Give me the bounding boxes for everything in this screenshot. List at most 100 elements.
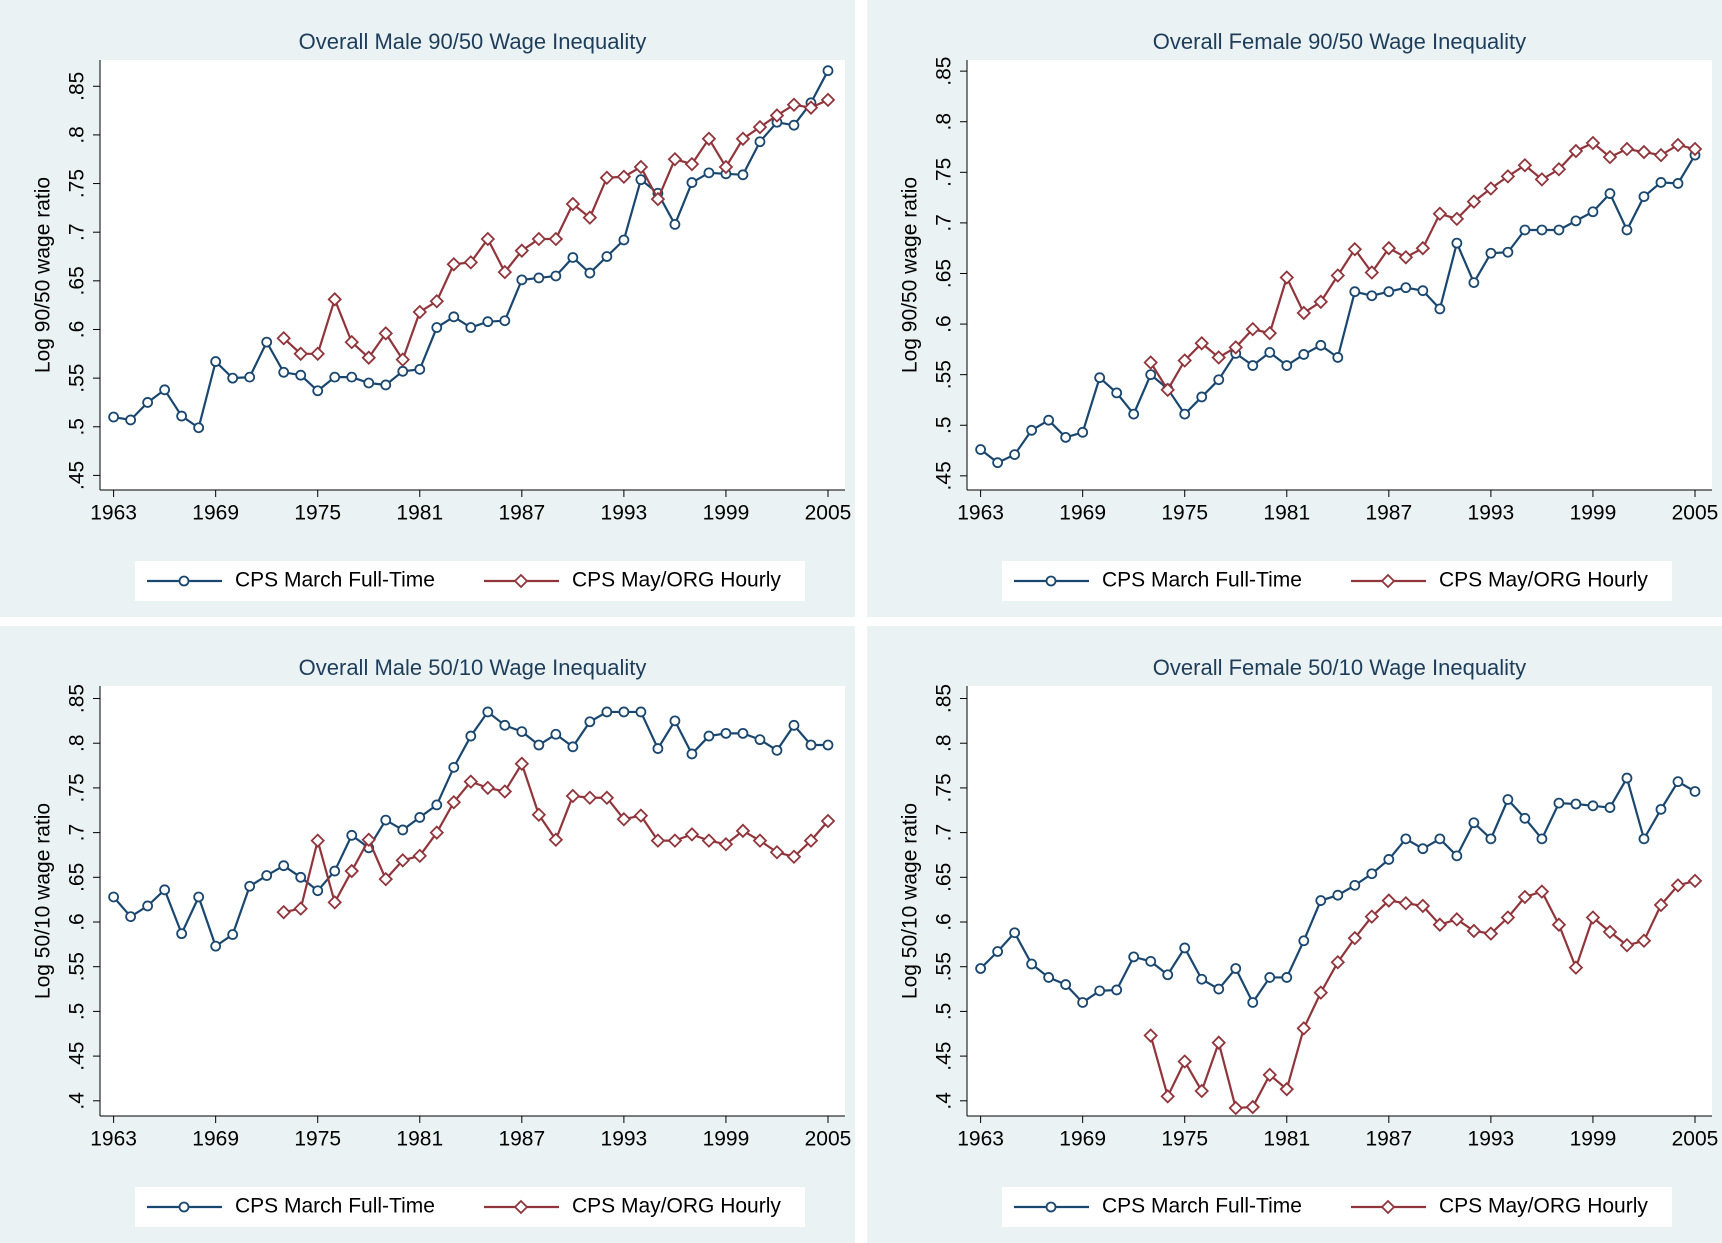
marker — [448, 761, 460, 773]
marker — [1330, 954, 1346, 970]
marker — [327, 292, 342, 307]
legend-marker — [1380, 573, 1396, 589]
marker — [1585, 135, 1601, 151]
marker — [1485, 833, 1497, 845]
x-tick-label: 1999 — [703, 1128, 750, 1151]
marker — [684, 156, 700, 172]
marker — [769, 108, 785, 123]
marker — [1468, 277, 1480, 288]
marker — [1383, 286, 1395, 298]
legend-label: CPS March Full-Time — [235, 569, 435, 592]
marker — [1604, 188, 1616, 199]
marker — [669, 219, 681, 230]
marker — [1262, 1067, 1278, 1083]
y-tick-label: .85 — [66, 684, 89, 713]
marker — [701, 833, 717, 848]
marker — [1330, 268, 1346, 283]
marker — [618, 234, 630, 246]
y-tick-label: .6 — [66, 321, 89, 339]
marker — [1551, 917, 1567, 932]
marker — [1143, 355, 1158, 370]
y-tick-label: .85 — [66, 72, 89, 101]
marker — [531, 807, 547, 823]
marker — [1160, 382, 1175, 398]
marker — [142, 397, 154, 408]
marker — [1619, 141, 1635, 157]
y-tick-label: .5 — [933, 416, 956, 434]
legend-marker — [178, 575, 190, 587]
marker — [1347, 241, 1363, 257]
marker — [533, 272, 545, 284]
marker — [652, 743, 664, 754]
marker — [1485, 247, 1497, 259]
marker — [1570, 798, 1582, 810]
marker — [788, 719, 800, 731]
marker — [1672, 776, 1684, 788]
marker — [771, 744, 783, 756]
marker — [1517, 889, 1533, 905]
marker — [1655, 177, 1667, 188]
marker — [1434, 303, 1446, 315]
marker — [703, 167, 715, 179]
marker — [276, 330, 291, 346]
marker — [480, 780, 496, 796]
marker — [1670, 878, 1686, 893]
marker — [465, 730, 477, 742]
marker — [429, 293, 445, 309]
marker — [344, 863, 360, 879]
legend-label: CPS March Full-Time — [1102, 569, 1302, 592]
legend-label: CPS May/ORG Hourly — [572, 569, 781, 592]
marker — [735, 131, 751, 147]
marker — [1128, 951, 1140, 963]
marker — [1585, 910, 1601, 925]
chart-title: Overall Male 50/10 Wage Inequality — [299, 655, 647, 680]
x-tick-label: 1987 — [1365, 502, 1412, 525]
marker — [1177, 353, 1192, 368]
marker — [752, 119, 768, 135]
chart-title: Overall Male 90/50 Wage Inequality — [299, 29, 647, 54]
marker — [1296, 305, 1312, 321]
marker — [1043, 972, 1055, 983]
marker — [1111, 984, 1123, 996]
marker — [737, 727, 749, 739]
marker — [1060, 979, 1072, 990]
x-tick-label: 1999 — [703, 502, 750, 525]
marker — [1655, 803, 1667, 815]
x-tick-label: 1969 — [192, 1128, 239, 1151]
legend-label: CPS May/ORG Hourly — [1439, 1195, 1648, 1218]
marker — [1466, 923, 1482, 939]
marker — [278, 366, 290, 378]
marker — [601, 251, 613, 262]
marker — [1279, 1081, 1295, 1097]
y-tick-label: .6 — [933, 315, 956, 333]
legend-box — [135, 1187, 805, 1227]
legend-label: CPS March Full-Time — [235, 1195, 435, 1218]
marker — [720, 727, 732, 739]
marker — [616, 811, 632, 827]
marker — [210, 940, 222, 952]
marker — [514, 243, 530, 258]
marker — [142, 900, 154, 912]
marker — [1638, 191, 1650, 202]
marker — [1502, 794, 1514, 805]
marker — [1026, 958, 1038, 970]
x-tick-label: 1981 — [396, 502, 443, 525]
marker — [1636, 144, 1652, 160]
x-tick-label: 1975 — [294, 1128, 341, 1151]
x-tick-label: 1963 — [90, 1128, 137, 1151]
marker — [820, 92, 836, 108]
marker — [1213, 374, 1225, 386]
marker — [1417, 843, 1429, 855]
marker — [584, 716, 596, 728]
y-tick-label: .55 — [933, 360, 956, 389]
marker — [1247, 360, 1259, 371]
marker — [975, 963, 987, 974]
y-tick-label: .65 — [66, 863, 89, 892]
marker — [1432, 206, 1448, 222]
marker — [1434, 833, 1446, 845]
marker — [310, 346, 325, 362]
x-tick-label: 1975 — [294, 502, 341, 525]
y-tick-label: .6 — [933, 913, 956, 931]
marker — [448, 311, 460, 323]
